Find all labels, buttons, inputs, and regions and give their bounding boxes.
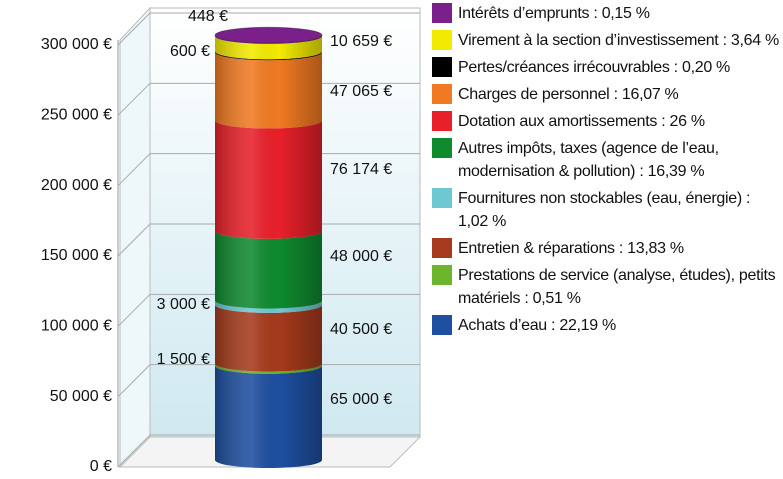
value-label: 76 174 € [330,161,392,178]
grid-line [117,434,420,468]
grid-line [117,82,420,116]
side-wall [119,6,151,469]
legend-item: Virement à la section d’investissement :… [432,29,782,52]
legend-item: Entretien & réparations : 13,83 % [432,237,782,260]
value-label: 1 500 € [157,351,210,368]
legend-swatch [432,315,452,335]
y-tick-label: 300 000 € [41,36,112,53]
legend-label: Charges de personnel : 16,07 % [458,86,679,103]
grid-line [117,293,420,327]
value-label: 448 € [188,8,228,25]
y-tick-label: 0 € [90,458,112,475]
legend-label: Intérêts d’emprunts : 0,15 % [458,5,650,22]
value-label: 65 000 € [330,391,392,408]
legend-item: Dotation aux amortissements : 26 % [432,110,782,133]
cylinder-shading [215,35,322,468]
legend-swatch [432,138,452,158]
legend-item: Charges de personnel : 16,07 % [432,83,782,106]
legend-swatch [432,30,452,50]
plot: 0 € 50 000 € 100 000 € 150 000 € 200 000 € 25… [41,6,422,475]
legend: Intérêts d’emprunts : 0,15 % Virement à l… [432,2,782,341]
legend-label: Pertes/créances irrécouvrables : 0,20 % [458,59,730,76]
legend-label: Autres impôts, taxes (agence de l’eau, m… [458,140,719,180]
legend-label: Prestations de service (analyse, études)… [458,267,776,307]
legend-label: Virement à la section d’investissement :… [458,32,779,49]
y-tick-label: 100 000 € [41,318,112,335]
legend-swatch [432,57,452,77]
y-tick-label: 50 000 € [50,388,112,405]
legend-item: Prestations de service (analyse, études)… [432,264,782,310]
legend-swatch [432,3,452,23]
legend-swatch [432,111,452,131]
legend-label: Achats d’eau : 22,19 % [458,317,616,334]
legend-item: Fournitures non stockables (eau, énergie… [432,187,782,233]
grid-line [117,364,420,398]
grid-line [117,153,420,187]
legend-swatch [432,84,452,104]
grid-line [117,12,420,46]
value-label: 47 065 € [330,83,392,100]
legend-label: Fournitures non stockables (eau, énergie… [458,190,751,230]
legend-label: Entretien & réparations : 13,83 % [458,240,684,257]
cylinder-top [214,26,323,44]
y-tick-label: 200 000 € [41,177,112,194]
value-label: 48 000 € [330,248,392,265]
legend-item: Pertes/créances irrécouvrables : 0,20 % [432,56,782,79]
value-label: 600 € [170,43,210,60]
legend-swatch [432,188,452,208]
legend-swatch [432,265,452,285]
legend-item: Autres impôts, taxes (agence de l’eau, m… [432,137,782,183]
y-tick-label: 250 000 € [41,107,112,124]
value-label: 10 659 € [330,33,392,50]
legend-label: Dotation aux amortissements : 26 % [458,113,705,130]
value-label: 40 500 € [330,321,392,338]
legend-item: Achats d’eau : 22,19 % [432,314,782,337]
grid-line [117,223,420,257]
legend-item: Intérêts d’emprunts : 0,15 % [432,2,782,25]
legend-swatch [432,238,452,258]
value-label: 3 000 € [157,296,210,313]
y-tick-label: 150 000 € [41,247,112,264]
